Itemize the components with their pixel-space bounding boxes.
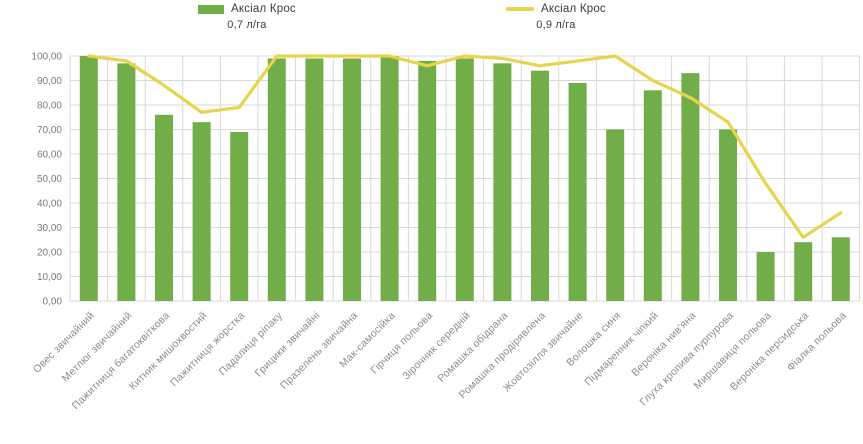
bar-swatch-icon (198, 4, 224, 14)
bar (606, 129, 625, 301)
y-axis-tick-label: 100,00 (31, 52, 62, 63)
legend-row: Аксіал Крос (198, 3, 296, 15)
chart-plot-area: 0,00 10,00 20,00 30,00 40,00 50,00 60,00 70,00 8… (31, 52, 861, 412)
bar (794, 242, 813, 301)
bar (155, 114, 173, 301)
bar (418, 60, 437, 302)
x-axis-label: Ромашка обідрана (435, 310, 510, 385)
bar (831, 237, 850, 301)
legend-label-aksial-09: Аксіал Крос (541, 3, 606, 15)
bar (681, 73, 700, 302)
bar (531, 70, 549, 301)
y-axis-tick-label: 30,00 (37, 223, 62, 234)
bar (230, 131, 249, 301)
x-axis-label: Овес звичайний (31, 310, 97, 376)
bar (117, 63, 136, 301)
legend-label-aksial-07: Аксіал Крос (231, 3, 296, 15)
line-swatch-icon (506, 7, 534, 11)
bar (643, 90, 662, 301)
legend-dose-07: 0,7 л/га (227, 19, 267, 31)
bar (756, 252, 775, 301)
bar (380, 56, 399, 301)
y-axis-tick-label: 40,00 (37, 199, 62, 210)
bar (192, 122, 211, 302)
x-axis-label: Падалиця ріпаку (217, 309, 286, 378)
y-axis-tick-label: 70,00 (37, 125, 62, 136)
bar (305, 58, 324, 302)
legend-entry-aksial-07: Аксіал Крос 0,7 л/га (198, 3, 296, 31)
bar (568, 82, 587, 301)
x-axis-label: Підмаренник чіпкий (582, 310, 661, 389)
x-axis-label: Метлюг звичайний (60, 310, 135, 385)
x-axis-label: Грицики звичайні (253, 310, 323, 380)
line-series (87, 54, 843, 239)
legend-entry-aksial-09: Аксіал Крос 0,9 л/га (506, 3, 606, 31)
x-axis-label: Зірочник середній (400, 310, 473, 383)
legend-row: Аксіал Крос (506, 3, 606, 15)
bar (493, 63, 512, 301)
bar (455, 58, 474, 302)
y-axis-tick-label: 60,00 (37, 150, 62, 161)
y-axis-tick-label: 50,00 (37, 174, 62, 185)
y-axis-tick-label: 20,00 (37, 248, 62, 259)
legend-dose-09: 0,9 л/га (536, 19, 576, 31)
y-axis-tick-label: 80,00 (37, 101, 62, 112)
bar (267, 58, 286, 302)
bar (79, 56, 98, 301)
x-axis-label: Вероніка нив'яна (629, 310, 698, 379)
bar (343, 58, 361, 302)
bar (719, 129, 737, 301)
y-axis-tick-label: 10,00 (37, 272, 62, 283)
y-axis-tick-label: 90,00 (37, 76, 62, 87)
y-axis-tick-label: 0,00 (43, 297, 63, 308)
